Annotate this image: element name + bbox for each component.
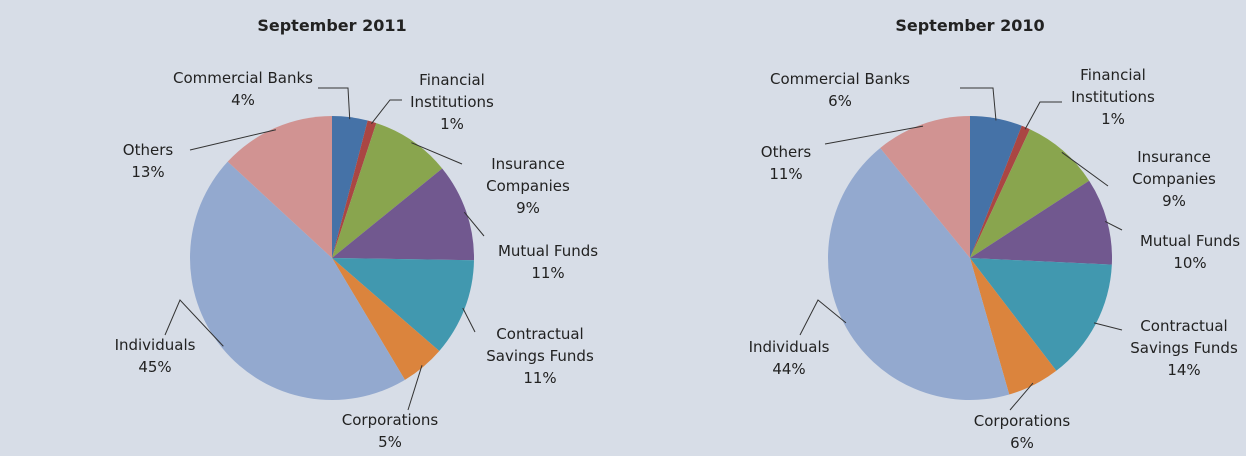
- slice-label: Contractual Savings Funds: [486, 325, 594, 365]
- value-label: 10%: [1173, 254, 1206, 272]
- slice-label: Insurance Companies: [486, 155, 570, 195]
- leader-line: [1093, 322, 1123, 331]
- label-line: Companies: [1132, 170, 1216, 188]
- leader-line: [960, 87, 997, 121]
- label-line: Companies: [486, 177, 570, 195]
- slice-label: Commercial Banks: [173, 69, 313, 87]
- leader-line: [407, 365, 423, 411]
- value-label: 9%: [516, 199, 540, 217]
- slice-label: Contractual Savings Funds: [1130, 317, 1238, 357]
- slice-label: Corporations: [342, 411, 439, 429]
- slice-label: Individuals: [115, 336, 196, 354]
- slice-label: Mutual Funds: [498, 242, 598, 260]
- pie-slice: [332, 258, 474, 351]
- leader-line: [824, 125, 924, 145]
- slice-label: Mutual Funds: [1140, 232, 1240, 250]
- leader-line: [318, 87, 351, 120]
- label-line: Institutions: [410, 93, 494, 111]
- label-line: Others: [761, 143, 812, 161]
- pie-slice: [332, 116, 368, 258]
- label-line: Savings Funds: [1130, 339, 1238, 357]
- pie-slice: [332, 168, 474, 261]
- value-label: 1%: [1101, 110, 1125, 128]
- slice-label: Corporations: [974, 412, 1071, 430]
- pie-slice: [828, 147, 1010, 400]
- value-label: 4%: [231, 91, 255, 109]
- value-label: 11%: [769, 165, 802, 183]
- pie-slice: [880, 116, 970, 258]
- label-line: Savings Funds: [486, 347, 594, 365]
- leader-line: [1009, 382, 1034, 411]
- slice-label: Others: [123, 141, 174, 159]
- value-label: 5%: [378, 433, 402, 451]
- label-line: Insurance: [1137, 148, 1211, 166]
- leader-line: [463, 211, 485, 237]
- label-line: Commercial Banks: [173, 69, 313, 87]
- label-line: Individuals: [749, 338, 830, 356]
- slice-label: Others: [761, 143, 812, 161]
- pie-slice: [970, 125, 1030, 258]
- leader-line: [799, 299, 847, 336]
- label-line: Commercial Banks: [770, 70, 910, 88]
- value-label: 11%: [523, 369, 556, 387]
- label-line: Corporations: [342, 411, 439, 429]
- slice-label: Financial Institutions: [1071, 66, 1155, 106]
- value-label: 44%: [772, 360, 805, 378]
- pie-slice: [332, 258, 440, 380]
- label-line: Individuals: [115, 336, 196, 354]
- leader-line: [371, 99, 402, 124]
- pie-slice: [970, 116, 1022, 258]
- leader-line: [164, 299, 224, 347]
- pie-slice: [189, 161, 405, 401]
- value-label: 1%: [440, 115, 464, 133]
- value-label: 6%: [1010, 434, 1034, 452]
- label-line: Financial: [1080, 66, 1146, 84]
- leader-line: [462, 307, 476, 333]
- leader-line: [1104, 220, 1123, 231]
- label-line: Financial: [419, 71, 485, 89]
- leader-line: [411, 142, 463, 165]
- pie-slice: [227, 116, 332, 258]
- slice-label: Insurance Companies: [1132, 148, 1216, 188]
- pie-slice: [332, 120, 377, 258]
- label-line: Mutual Funds: [498, 242, 598, 260]
- pie-slice: [970, 258, 1112, 371]
- pie-slice: [970, 129, 1090, 258]
- value-label: 6%: [828, 92, 852, 110]
- value-label: 9%: [1162, 192, 1186, 210]
- chart-title: September 2010: [895, 16, 1044, 35]
- leader-line: [1024, 101, 1062, 130]
- slice-label: Commercial Banks: [770, 70, 910, 88]
- value-label: 13%: [131, 163, 164, 181]
- label-line: Contractual: [1140, 317, 1227, 335]
- leader-line: [189, 129, 276, 151]
- value-label: 11%: [531, 264, 564, 282]
- label-line: Others: [123, 141, 174, 159]
- chart-title: September 2011: [257, 16, 406, 35]
- label-line: Contractual: [496, 325, 583, 343]
- pie-slice: [970, 258, 1057, 395]
- value-label: 14%: [1167, 361, 1200, 379]
- pie-slice: [332, 123, 443, 258]
- slice-label: Individuals: [749, 338, 830, 356]
- label-line: Corporations: [974, 412, 1071, 430]
- label-line: Insurance: [491, 155, 565, 173]
- value-label: 45%: [138, 358, 171, 376]
- pie-slice: [970, 180, 1112, 265]
- label-line: Mutual Funds: [1140, 232, 1240, 250]
- label-line: Institutions: [1071, 88, 1155, 106]
- slice-label: Financial Institutions: [410, 71, 494, 111]
- leader-line: [1061, 151, 1109, 187]
